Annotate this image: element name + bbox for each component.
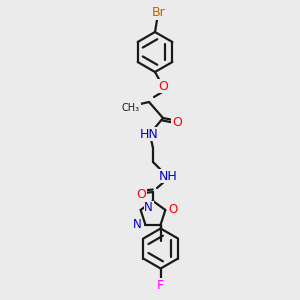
Text: N: N <box>133 218 142 231</box>
Text: CH₃: CH₃ <box>122 103 140 113</box>
Text: O: O <box>172 116 182 128</box>
Text: HN: HN <box>140 128 158 140</box>
Text: Br: Br <box>152 7 166 20</box>
Text: O: O <box>169 203 178 217</box>
Text: O: O <box>158 80 168 92</box>
Text: O: O <box>136 188 146 200</box>
Text: NH: NH <box>159 169 177 182</box>
Text: N: N <box>144 202 153 214</box>
Text: F: F <box>157 279 164 292</box>
